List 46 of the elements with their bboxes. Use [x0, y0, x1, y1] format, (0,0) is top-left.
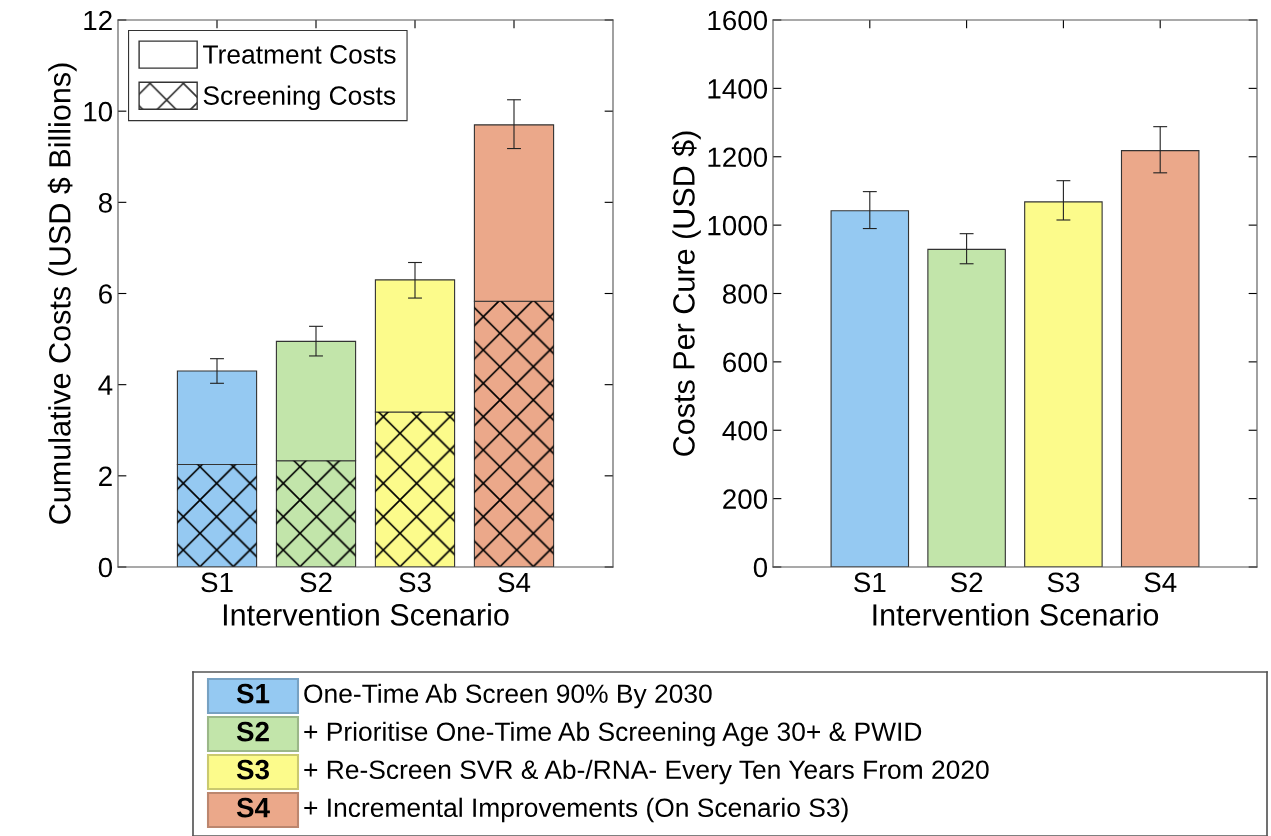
category-label: S2: [236, 721, 269, 742]
y-tick-label: 0: [98, 557, 113, 578]
y-tick-label: 400: [722, 420, 768, 441]
bar: [473, 124, 555, 302]
x-axis-title: Intervention Scenario: [873, 603, 1159, 626]
x-tick-label: S2: [300, 572, 332, 593]
bar: [176, 370, 258, 465]
x-tick-label: S1: [854, 572, 886, 593]
y-tick-label: 1000: [708, 215, 768, 236]
x-axis-title: Intervention Scenario: [223, 603, 509, 626]
x-tick-label: S3: [399, 572, 431, 593]
y-tick-label: 800: [723, 284, 768, 304]
y-tick-label: 0: [753, 557, 768, 578]
bar: [927, 248, 1006, 567]
y-tick-label: 600: [723, 352, 768, 373]
y-tick-label: 1400: [708, 79, 768, 99]
category-label: S3: [236, 759, 269, 780]
y-tick-label: 10: [84, 101, 113, 122]
y-tick-label: 4: [98, 375, 113, 395]
y-axis-title: Costs Per Cure (USD $): [671, 131, 701, 456]
bar: [1024, 201, 1103, 567]
y-axis-title: Cumulative Costs (USD $ Billions): [47, 63, 77, 524]
y-tick-label: 6: [99, 284, 112, 304]
text: + Incremental Improvements (On Scenario S3): [304, 797, 848, 823]
y-tick-label: 2: [99, 466, 112, 486]
y-tick-label: 1600: [708, 10, 768, 31]
bar: [275, 340, 357, 462]
x-tick-label: S3: [1047, 572, 1080, 593]
x-tick-label: S2: [950, 572, 983, 593]
bar: [830, 210, 910, 567]
y-tick-label: 8: [98, 193, 112, 213]
y-tick-label: 12: [84, 10, 112, 31]
y-tick-label: 200: [723, 489, 768, 509]
text: Screening Costs: [203, 85, 396, 111]
category-label: S1: [236, 683, 270, 704]
x-tick-label: S4: [1144, 572, 1177, 593]
text: + Prioritise One-Time Ab Screening Age 30+ & PWID: [304, 721, 922, 747]
text: One-Time Ab Screen 90% By 2030: [304, 683, 712, 709]
y-tick-label: 1200: [708, 147, 768, 168]
x-tick-label: S1: [201, 572, 233, 593]
legend-label: Treatment Costs: [203, 45, 396, 64]
x-tick-label: S4: [498, 572, 531, 593]
bar: [374, 279, 456, 413]
bar: [1120, 150, 1200, 567]
category-label: S4: [236, 797, 270, 818]
text: + Re-Screen SVR & Ab-/RNA- Every Ten Years From 2020: [304, 759, 989, 785]
